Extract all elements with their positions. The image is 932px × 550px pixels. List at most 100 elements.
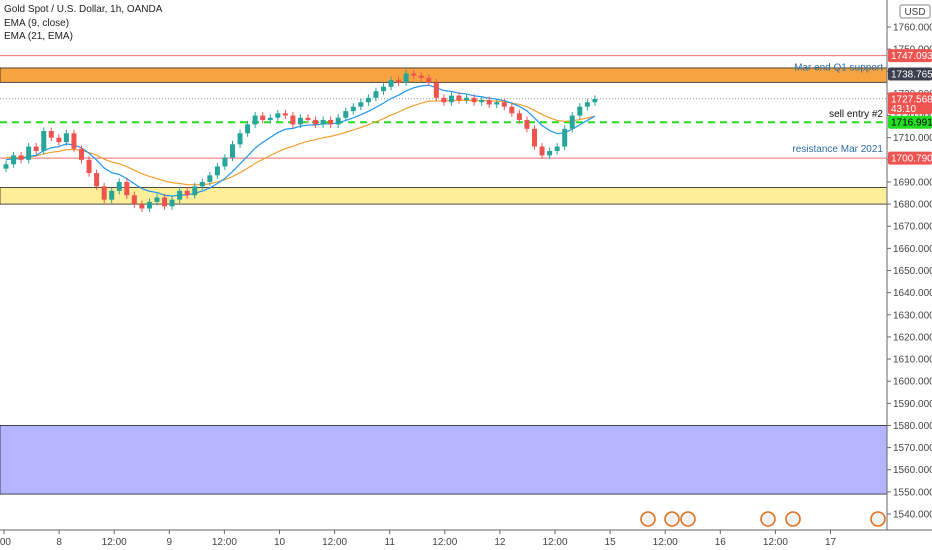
economic-event-icon[interactable]	[870, 511, 886, 527]
x-tick-label: 16	[715, 537, 727, 548]
candle	[11, 155, 17, 165]
candle	[207, 175, 213, 182]
y-tick-label: 1630.000	[893, 310, 932, 321]
candle	[539, 146, 545, 156]
candle	[547, 150, 553, 156]
price-tag-sell	[888, 115, 932, 129]
economic-event-icon[interactable]	[785, 511, 801, 527]
annotation-text: sell entry #2	[829, 109, 883, 120]
x-tick-label: 12:00	[102, 537, 127, 548]
y-tick-label: 1760.000	[893, 23, 932, 34]
indicator-ema21-label[interactable]: EMA (21, EMA)	[4, 31, 73, 42]
candle	[403, 73, 409, 83]
candle	[230, 144, 235, 158]
x-tick-label: 9	[167, 537, 173, 548]
chart-title: Gold Spot / U.S. Dollar, 1h, OANDA	[4, 4, 163, 15]
annotation-text: resistance Mar 2021	[792, 144, 883, 155]
y-tick-label: 1690.000	[893, 177, 932, 188]
x-tick-label: 12:00	[322, 537, 347, 548]
candle	[479, 100, 485, 103]
y-tick-label: 1650.000	[893, 266, 932, 277]
candle	[169, 199, 175, 207]
currency-box[interactable]	[899, 4, 931, 19]
y-tick-label: 1660.000	[893, 244, 932, 255]
candle	[214, 166, 220, 176]
candle	[94, 173, 100, 187]
y-tick-label: 1560.000	[893, 465, 932, 476]
candle	[33, 146, 39, 151]
candle	[282, 113, 288, 116]
candle	[146, 201, 152, 209]
y-tick-label: 1710.000	[893, 133, 932, 144]
candle	[350, 106, 356, 112]
y-tick-label: 1670.000	[893, 222, 932, 233]
x-tick-label: 12:00	[212, 537, 237, 548]
candle	[56, 137, 62, 143]
zone-blue	[0, 425, 888, 495]
currency-label: USD	[904, 7, 925, 18]
x-tick-label: 12:00	[542, 537, 567, 548]
candle	[252, 115, 258, 125]
candle	[577, 106, 583, 116]
y-tick-label: 1600.000	[893, 377, 932, 388]
candle	[373, 91, 379, 98]
candle	[237, 133, 243, 145]
candle	[343, 111, 349, 118]
y-tick-label: 1570.000	[893, 443, 932, 454]
candle	[396, 80, 402, 83]
candle	[456, 95, 462, 101]
candle	[63, 133, 69, 143]
price-tag-label: 1747.093	[891, 51, 932, 62]
candle	[71, 133, 77, 149]
price-tag-resistance	[888, 151, 932, 165]
economic-event-icon[interactable]	[760, 511, 776, 527]
x-tick-label: 15	[605, 537, 617, 548]
candle	[199, 181, 205, 187]
candle	[328, 119, 334, 125]
y-tick-label: 1580.000	[893, 421, 932, 432]
y-tick-label: 1610.000	[893, 355, 932, 366]
candle	[3, 164, 9, 169]
candle	[260, 115, 266, 120]
candle	[358, 102, 364, 107]
y-tick-label: 1540.000	[893, 510, 932, 521]
x-tick-label: 12	[494, 537, 506, 548]
candle	[305, 117, 311, 120]
candle	[131, 195, 137, 205]
candle	[154, 197, 160, 202]
economic-event-icon[interactable]	[664, 511, 680, 527]
candle	[290, 115, 296, 125]
candle	[48, 131, 54, 138]
x-tick-label: 8	[56, 537, 62, 548]
price-tag-label: 1716.991	[891, 118, 932, 129]
candle	[569, 115, 575, 129]
candle	[554, 146, 560, 151]
ema21-line	[5, 99, 596, 186]
x-tick-label: 12:00	[653, 537, 678, 548]
y-tick-label: 1680.000	[893, 200, 932, 211]
annotation-text: Mar end Q1 support	[794, 62, 883, 73]
x-tick-label: :00	[0, 537, 11, 548]
x-tick-label: 11	[385, 537, 396, 548]
indicator-ema9-label[interactable]: EMA (9, close)	[4, 18, 70, 29]
economic-event-icon[interactable]	[640, 511, 656, 527]
candle	[494, 102, 500, 105]
y-tick-label: 1620.000	[893, 332, 932, 343]
candle	[381, 86, 386, 92]
price-tag-label: 1700.790	[891, 154, 932, 165]
candle	[433, 82, 439, 98]
candle	[184, 190, 190, 196]
candle	[441, 97, 447, 103]
economic-event-icon[interactable]	[680, 511, 696, 527]
candle	[365, 97, 371, 103]
x-tick-label: 12:00	[763, 537, 788, 548]
candle	[418, 75, 424, 78]
candle	[275, 113, 281, 118]
y-tick-label: 1590.000	[893, 399, 932, 410]
candle	[245, 124, 251, 134]
candle	[448, 95, 454, 103]
candle	[192, 186, 198, 196]
candle	[486, 100, 492, 105]
candle	[177, 190, 183, 200]
